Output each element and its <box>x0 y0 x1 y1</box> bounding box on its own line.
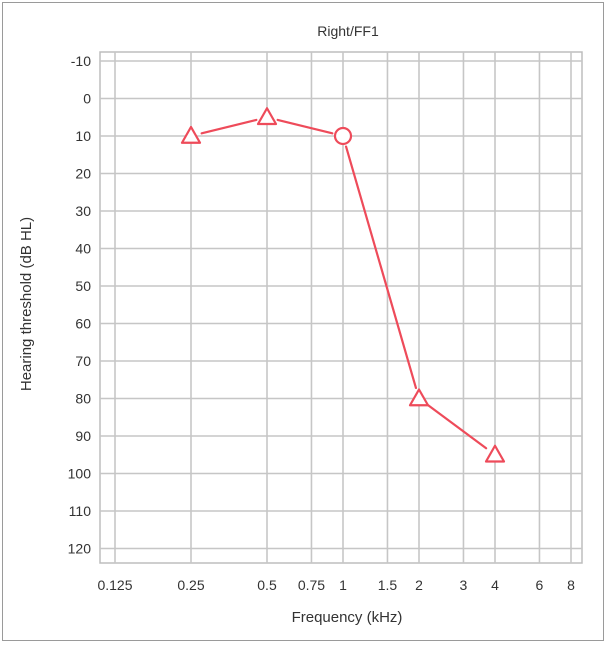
y-tick-label: 10 <box>75 128 91 144</box>
x-tick-label: 0.5 <box>257 577 277 593</box>
y-tick-label: 20 <box>75 166 91 182</box>
x-tick-label: 1 <box>339 577 347 593</box>
y-tick-label: 50 <box>75 278 91 294</box>
series-line-segment <box>276 118 334 135</box>
y-tick-label: 110 <box>69 503 92 519</box>
series-line-segment <box>200 118 258 135</box>
series-line-segment <box>344 145 418 390</box>
x-axis-label: Frequency (kHz) <box>292 609 403 626</box>
y-axis-label: Hearing threshold (dB HL) <box>18 217 35 391</box>
y-tick-label: 90 <box>75 428 91 444</box>
x-tick-label: 1.5 <box>378 577 398 593</box>
x-tick-label: 0.25 <box>177 577 204 593</box>
y-tick-label: 30 <box>75 203 91 219</box>
y-tick-label: 0 <box>83 91 91 107</box>
y-tick-label: 100 <box>68 466 92 482</box>
x-tick-label: 3 <box>460 577 468 593</box>
data-point-circle <box>333 126 353 146</box>
data-point-triangle <box>256 107 278 126</box>
y-tick-label: 40 <box>75 241 91 257</box>
series-group <box>180 107 506 463</box>
y-tick-label: 120 <box>68 541 92 557</box>
y-tick-label: 80 <box>75 391 91 407</box>
x-tick-label: 6 <box>536 577 544 593</box>
x-tick-label: 0.75 <box>298 577 325 593</box>
x-tick-label: 2 <box>415 577 423 593</box>
x-tick-label: 0.125 <box>97 577 132 593</box>
x-tick-label: 8 <box>567 577 575 593</box>
chart-title: Right/FF1 <box>317 23 379 39</box>
series-line-segment <box>426 403 488 450</box>
y-tick-labels: -10 0 10 20 30 40 50 60 70 80 90 100 110 120 <box>68 53 92 557</box>
y-tick-label: 70 <box>75 353 91 369</box>
data-point-triangle <box>408 388 430 407</box>
data-point-triangle <box>484 444 506 463</box>
y-tick-label: -10 <box>71 53 91 69</box>
x-tick-label: 4 <box>491 577 499 593</box>
x-tick-labels: 0.125 0.25 0.5 0.75 1 1.5 2 3 4 6 8 <box>97 577 575 593</box>
y-tick-label: 60 <box>75 316 91 332</box>
data-point-triangle <box>180 125 202 144</box>
